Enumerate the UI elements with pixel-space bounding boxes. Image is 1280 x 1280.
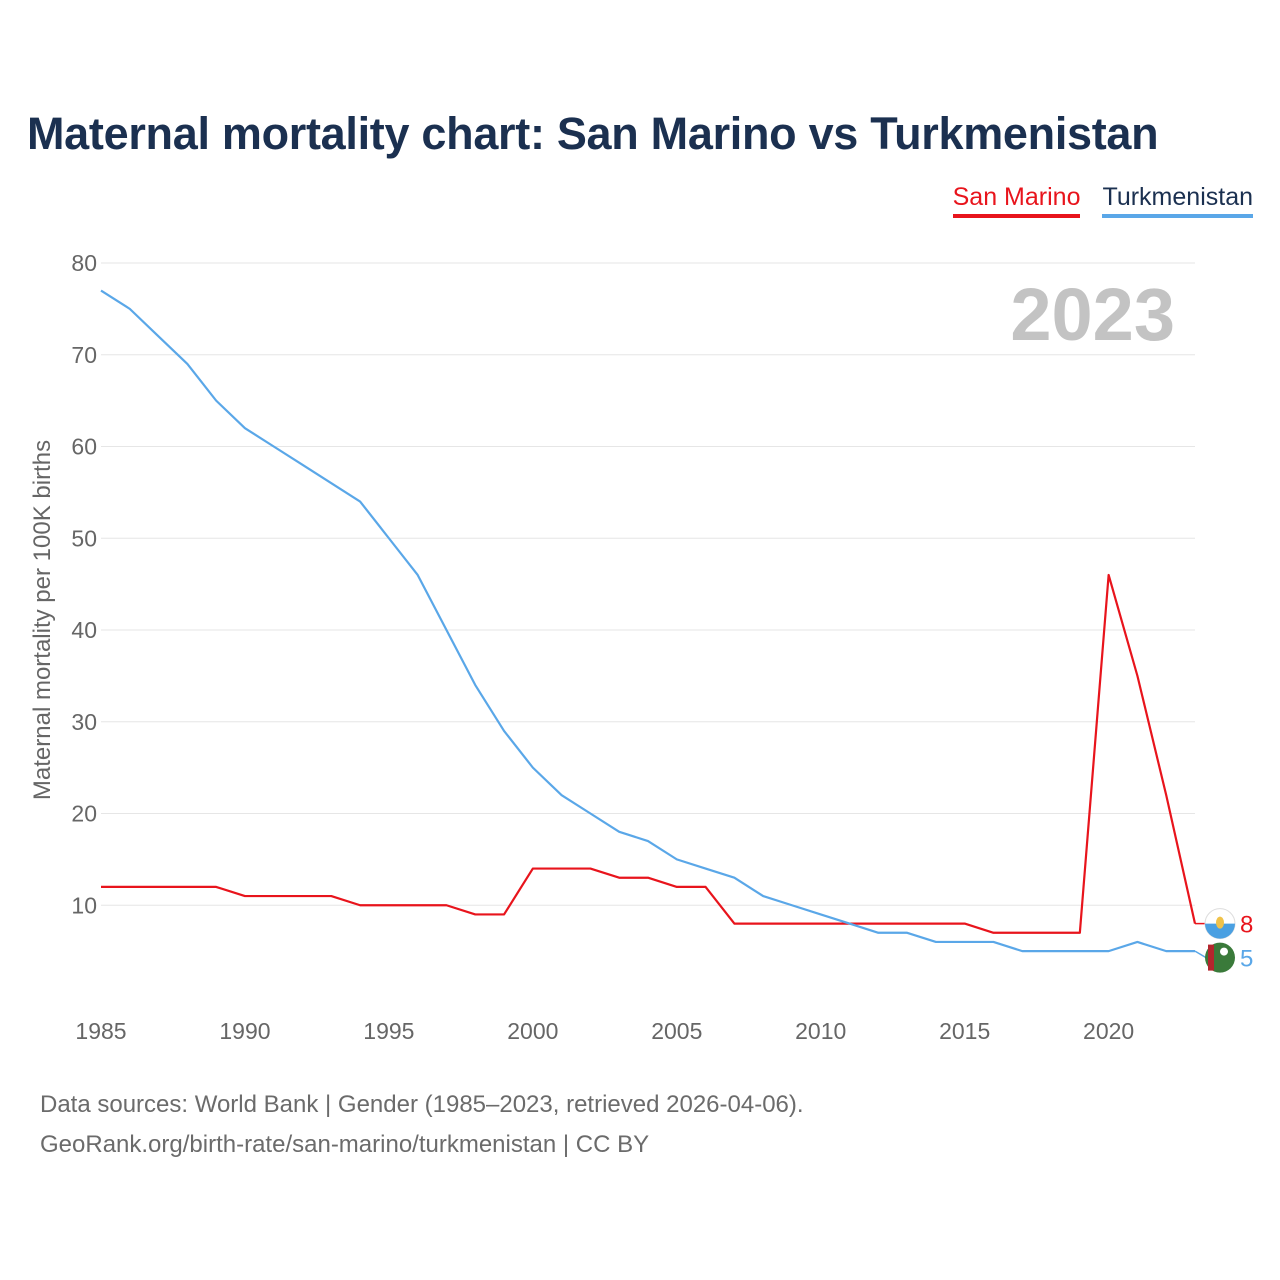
x-tick-label: 1985 — [75, 1018, 126, 1044]
x-tick-label: 2000 — [507, 1018, 558, 1044]
x-tick-label: 1995 — [363, 1018, 414, 1044]
year-watermark: 2023 — [1010, 273, 1175, 356]
end-value-turkmenistan: 5 — [1240, 946, 1253, 973]
gridlines — [101, 262, 1195, 906]
flag-crescent — [1220, 947, 1228, 956]
flag-lower-half — [1205, 923, 1235, 939]
flag-emblem — [1216, 916, 1224, 929]
y-tick-label: 10 — [71, 892, 97, 918]
x-tick-label: 1990 — [219, 1018, 270, 1044]
y-tick-label: 30 — [71, 709, 97, 735]
series-line-turkmenistan[interactable] — [100, 289, 1195, 953]
series-line-san-marino[interactable] — [101, 573, 1197, 934]
x-tick-label: 2005 — [651, 1018, 702, 1044]
x-axis-ticks: 1985 1990 1995 2000 2005 2010 2015 2020 — [75, 1018, 1134, 1044]
source-note: Data sources: World Bank | Gender (1985–… — [40, 1085, 804, 1165]
legend: San Marino Turkmenistan — [952, 183, 1253, 218]
series-lines — [100, 289, 1197, 953]
x-tick-label: 2010 — [795, 1018, 846, 1044]
chart-title: Maternal mortality chart: San Marino vs … — [27, 108, 1159, 159]
x-tick-label: 2020 — [1083, 1018, 1134, 1044]
source-line-2[interactable]: GeoRank.org/birth-rate/san-marino/turkme… — [40, 1131, 650, 1158]
y-tick-label: 40 — [71, 617, 97, 643]
y-axis-ticks: 10 20 30 40 50 60 70 80 — [71, 250, 97, 918]
legend-item-san-marino[interactable]: San Marino — [952, 183, 1081, 218]
y-tick-label: 60 — [71, 434, 97, 460]
source-line-1: Data sources: World Bank | Gender (1985–… — [40, 1091, 804, 1118]
y-tick-label: 70 — [71, 342, 97, 368]
end-value-san-marino: 8 — [1240, 912, 1253, 939]
end-markers: 85 — [1194, 908, 1253, 973]
end-connector — [1194, 950, 1207, 959]
legend-item-turkmenistan[interactable]: Turkmenistan — [1102, 183, 1253, 218]
y-tick-label: 20 — [71, 801, 97, 827]
y-tick-label: 50 — [71, 525, 97, 551]
flag-carpet-stripe — [1208, 944, 1214, 971]
y-axis-label: Maternal mortality per 100K births — [29, 440, 56, 800]
x-tick-label: 2015 — [939, 1018, 990, 1044]
y-tick-label: 80 — [71, 250, 97, 276]
